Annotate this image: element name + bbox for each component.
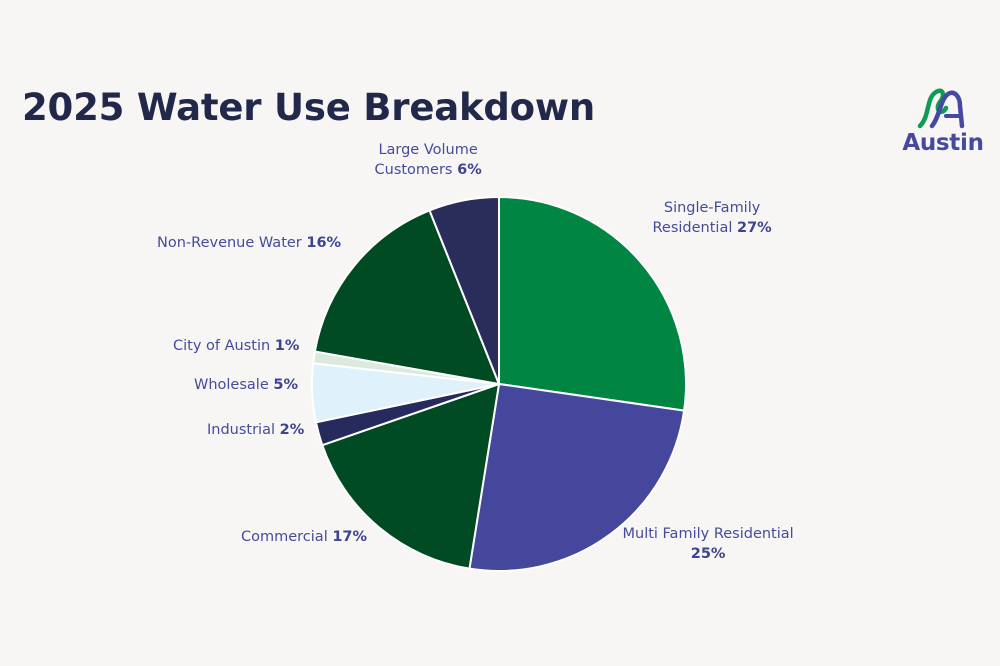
- slice-label-text: Customers: [374, 162, 458, 178]
- pie-slice-multi-family-residential: [468, 383, 686, 572]
- slice-percent: 16%: [306, 235, 342, 251]
- slice-percent: 25%: [690, 546, 726, 562]
- pie-slice-single-family-residential: [498, 196, 687, 412]
- slice-label-single-family-residential: Single-Family Residential 27%: [653, 198, 772, 238]
- page-title: 2025 Water Use Breakdown: [22, 86, 596, 129]
- slice-label-multi-family-residential: Multi Family Residential 25%: [623, 524, 794, 564]
- slice-label-non-revenue-water: Non-Revenue Water 16%: [157, 233, 341, 253]
- slice-label-text: Commercial: [241, 529, 333, 545]
- slice-label-text: Multi Family Residential: [622, 526, 794, 542]
- slice-label-text: Large Volume: [378, 142, 478, 158]
- slice-percent: 27%: [736, 220, 772, 236]
- slice-label-commercial: Commercial 17%: [241, 527, 367, 547]
- slice-label-text: Industrial: [207, 422, 280, 438]
- pie-slice-large-volume-customers: [428, 196, 500, 385]
- logo-text: Austin: [902, 130, 984, 156]
- slice-percent: 17%: [332, 529, 368, 545]
- slice-percent: 6%: [457, 162, 482, 178]
- slice-label-city-of-austin: City of Austin 1%: [173, 336, 299, 356]
- austin-water-logo-icon: [917, 88, 965, 129]
- slice-label-wholesale: Wholesale 5%: [194, 375, 298, 395]
- slice-percent: 5%: [273, 377, 298, 393]
- slice-label-large-volume-customers: Large Volume Customers 6%: [375, 140, 482, 180]
- slice-label-text: City of Austin: [173, 338, 275, 354]
- slice-percent: 1%: [274, 338, 300, 354]
- slice-label-text: Wholesale: [194, 377, 274, 393]
- slice-label-industrial: Industrial 2%: [207, 420, 304, 440]
- slice-label-text: Non-Revenue Water: [157, 235, 307, 251]
- pie-slice-non-revenue-water: [313, 209, 500, 385]
- austin-water-logo: Austin: [896, 86, 990, 158]
- slice-percent: 2%: [279, 422, 305, 438]
- slice-label-text: Residential: [652, 220, 737, 236]
- slice-label-text: Single-Family: [663, 200, 761, 216]
